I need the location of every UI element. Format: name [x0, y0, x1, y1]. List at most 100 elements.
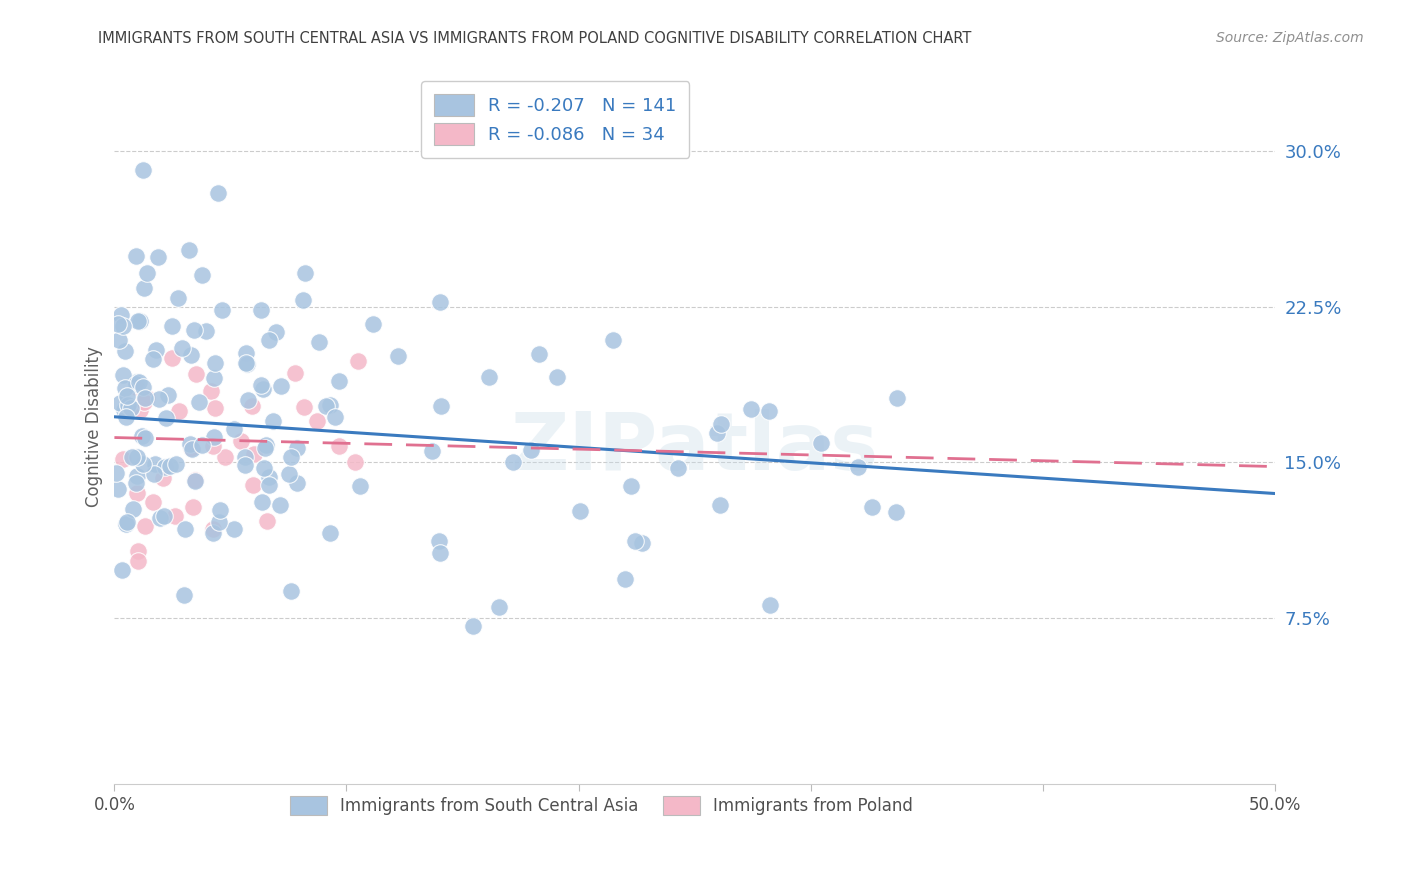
- Point: [527, 347, 550, 361]
- Point: [546, 370, 568, 384]
- Point: [710, 417, 733, 432]
- Point: [127, 450, 149, 464]
- Point: [602, 334, 624, 348]
- Point: [252, 382, 274, 396]
- Point: [204, 401, 226, 416]
- Point: [180, 348, 202, 362]
- Point: [129, 402, 152, 417]
- Point: [148, 392, 170, 406]
- Point: [160, 351, 183, 366]
- Text: IMMIGRANTS FROM SOUTH CENTRAL ASIA VS IMMIGRANTS FROM POLAND COGNITIVE DISABILIT: IMMIGRANTS FROM SOUTH CENTRAL ASIA VS IM…: [98, 31, 972, 46]
- Point: [429, 295, 451, 310]
- Point: [202, 429, 225, 443]
- Point: [214, 450, 236, 464]
- Point: [257, 470, 280, 484]
- Point: [184, 367, 207, 381]
- Point: [134, 391, 156, 405]
- Point: [207, 186, 229, 200]
- Point: [184, 475, 207, 489]
- Point: [884, 505, 907, 519]
- Point: [343, 455, 366, 469]
- Point: [319, 525, 342, 540]
- Point: [254, 437, 277, 451]
- Legend: Immigrants from South Central Asia, Immigrants from Poland: Immigrants from South Central Asia, Immi…: [280, 786, 924, 825]
- Point: [254, 441, 277, 455]
- Point: [346, 354, 368, 368]
- Point: [107, 317, 129, 331]
- Point: [127, 554, 149, 568]
- Point: [233, 458, 256, 472]
- Point: [328, 374, 350, 388]
- Point: [111, 563, 134, 577]
- Point: [264, 325, 287, 339]
- Point: [148, 250, 170, 264]
- Point: [128, 376, 150, 390]
- Point: [142, 495, 165, 509]
- Point: [620, 479, 643, 493]
- Point: [134, 432, 156, 446]
- Point: [179, 437, 201, 451]
- Point: [132, 281, 155, 295]
- Point: [110, 308, 132, 322]
- Y-axis label: Cognitive Disability: Cognitive Disability: [86, 346, 103, 507]
- Point: [846, 459, 869, 474]
- Point: [115, 515, 138, 529]
- Text: Source: ZipAtlas.com: Source: ZipAtlas.com: [1216, 31, 1364, 45]
- Point: [142, 351, 165, 366]
- Point: [179, 243, 201, 257]
- Point: [159, 459, 181, 474]
- Point: [125, 377, 148, 392]
- Point: [668, 461, 690, 475]
- Point: [125, 475, 148, 490]
- Point: [287, 475, 309, 490]
- Point: [136, 392, 159, 406]
- Point: [163, 509, 186, 524]
- Point: [125, 376, 148, 390]
- Point: [125, 469, 148, 483]
- Point: [253, 461, 276, 475]
- Point: [172, 341, 194, 355]
- Point: [209, 503, 232, 517]
- Point: [115, 410, 138, 425]
- Point: [162, 319, 184, 334]
- Point: [208, 516, 231, 530]
- Point: [132, 379, 155, 393]
- Point: [810, 435, 832, 450]
- Point: [152, 471, 174, 485]
- Point: [112, 403, 135, 417]
- Point: [740, 402, 762, 417]
- Point: [149, 510, 172, 524]
- Point: [387, 350, 409, 364]
- Point: [165, 457, 187, 471]
- Text: ZIPatlas: ZIPatlas: [510, 409, 879, 486]
- Point: [153, 460, 176, 475]
- Point: [135, 266, 157, 280]
- Point: [242, 478, 264, 492]
- Point: [569, 503, 592, 517]
- Point: [280, 450, 302, 464]
- Point: [502, 455, 524, 469]
- Point: [180, 442, 202, 456]
- Point: [291, 293, 314, 307]
- Point: [127, 543, 149, 558]
- Point: [191, 268, 214, 283]
- Point: [121, 450, 143, 464]
- Point: [184, 473, 207, 487]
- Point: [285, 441, 308, 455]
- Point: [111, 451, 134, 466]
- Point: [114, 343, 136, 358]
- Point: [127, 486, 149, 500]
- Point: [270, 379, 292, 393]
- Point: [122, 502, 145, 516]
- Point: [308, 334, 330, 349]
- Point: [143, 467, 166, 482]
- Point: [240, 399, 263, 413]
- Point: [134, 395, 156, 409]
- Point: [427, 533, 450, 548]
- Point: [115, 389, 138, 403]
- Point: [429, 546, 451, 560]
- Point: [759, 599, 782, 613]
- Point: [613, 573, 636, 587]
- Point: [125, 380, 148, 394]
- Point: [280, 584, 302, 599]
